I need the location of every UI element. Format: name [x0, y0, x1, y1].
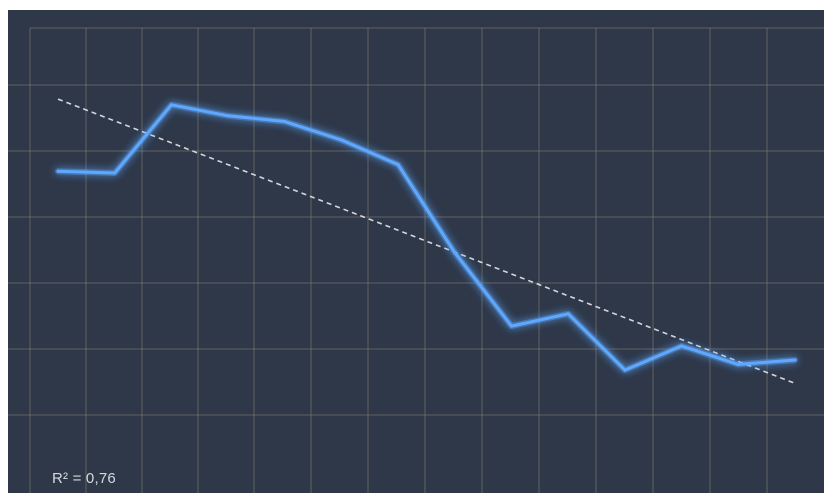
- grid-lines: [8, 27, 824, 493]
- trendline: [57, 98, 796, 385]
- data-point: [169, 103, 173, 107]
- data-point: [113, 171, 117, 175]
- trendline-dashed: [57, 98, 796, 385]
- data-point: [453, 251, 457, 255]
- data-point: [793, 358, 797, 362]
- data-point: [680, 344, 684, 348]
- data-point: [339, 138, 343, 142]
- data-point: [623, 368, 627, 372]
- series-line-glow: [55, 101, 798, 374]
- data-point: [566, 312, 570, 316]
- data-series: [55, 101, 798, 374]
- data-point: [510, 324, 514, 328]
- series-line: [56, 103, 797, 372]
- data-point: [396, 163, 400, 167]
- chart-panel: [8, 10, 824, 493]
- data-point: [283, 120, 287, 124]
- data-point: [226, 114, 230, 118]
- data-point: [736, 362, 740, 366]
- data-point: [56, 169, 60, 173]
- r-squared-label: R² = 0,76: [52, 470, 116, 487]
